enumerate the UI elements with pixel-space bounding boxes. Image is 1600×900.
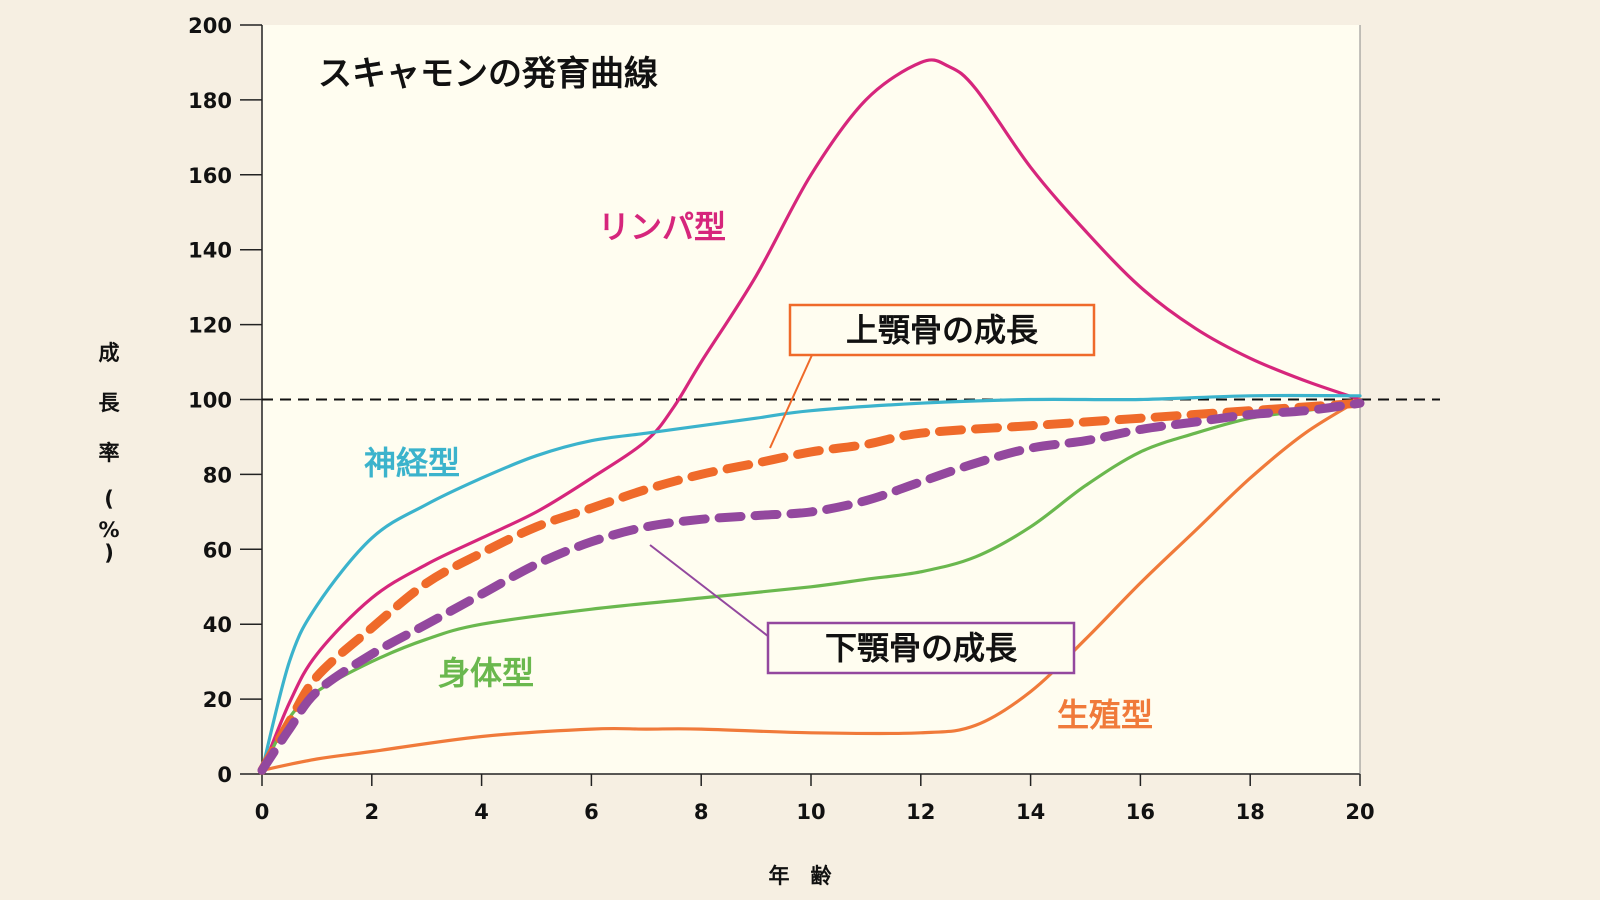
y-tick-label: 180 [188, 89, 232, 113]
chart-title: スキャモンの発育曲線 [318, 54, 658, 94]
x-tick-label: 2 [364, 800, 379, 824]
y-tick-label: 0 [217, 763, 232, 787]
maxilla-growth-label: 上顎骨の成長 [846, 311, 1039, 349]
x-tick-label: 18 [1236, 800, 1265, 824]
mandible-growth-label: 下顎骨の成長 [825, 629, 1018, 667]
neural-curve [260, 393, 1362, 772]
y-tick-label: 80 [203, 463, 232, 487]
maxilla-growth-label-leader-line [769, 354, 813, 449]
x-tick-label: 10 [796, 800, 825, 824]
maxilla-growth-label-box [788, 303, 1096, 357]
lymph-curve [260, 58, 1362, 772]
x-tick-label: 0 [255, 800, 270, 824]
x-tick-label: 14 [1016, 800, 1045, 824]
x-axis-label: 年 齢 [769, 864, 833, 888]
y-tick-label: 20 [203, 688, 232, 712]
x-tick-label: 12 [906, 800, 935, 824]
y-tick-label: 120 [188, 314, 232, 338]
neural-label: 神経型 [364, 444, 460, 482]
lymph-label: リンパ型 [598, 208, 726, 246]
x-tick-label: 20 [1345, 800, 1374, 824]
mandible-growth-label-box [766, 621, 1076, 675]
mandible-growth-curve [257, 398, 1365, 775]
reproductive-label: 生殖型 [1057, 696, 1153, 734]
x-tick-label: 8 [694, 800, 709, 824]
mandible-growth-label-leader-line [649, 544, 774, 641]
y-axis-label: 成長率(%) [98, 341, 120, 565]
y-tick-label: 60 [203, 538, 232, 562]
general-curve [260, 401, 1362, 772]
x-tick-label: 16 [1126, 800, 1155, 824]
y-tick-label: 40 [203, 613, 232, 637]
y-tick-label: 100 [188, 389, 232, 413]
y-tick-label: 140 [188, 239, 232, 263]
x-tick-label: 4 [474, 800, 489, 824]
y-tick-label: 200 [188, 14, 232, 38]
general-label: 身体型 [438, 654, 534, 692]
x-tick-label: 6 [584, 800, 599, 824]
y-tick-label: 160 [188, 164, 232, 188]
maxilla-growth-curve [257, 398, 1365, 775]
reproductive-curve [260, 397, 1362, 772]
